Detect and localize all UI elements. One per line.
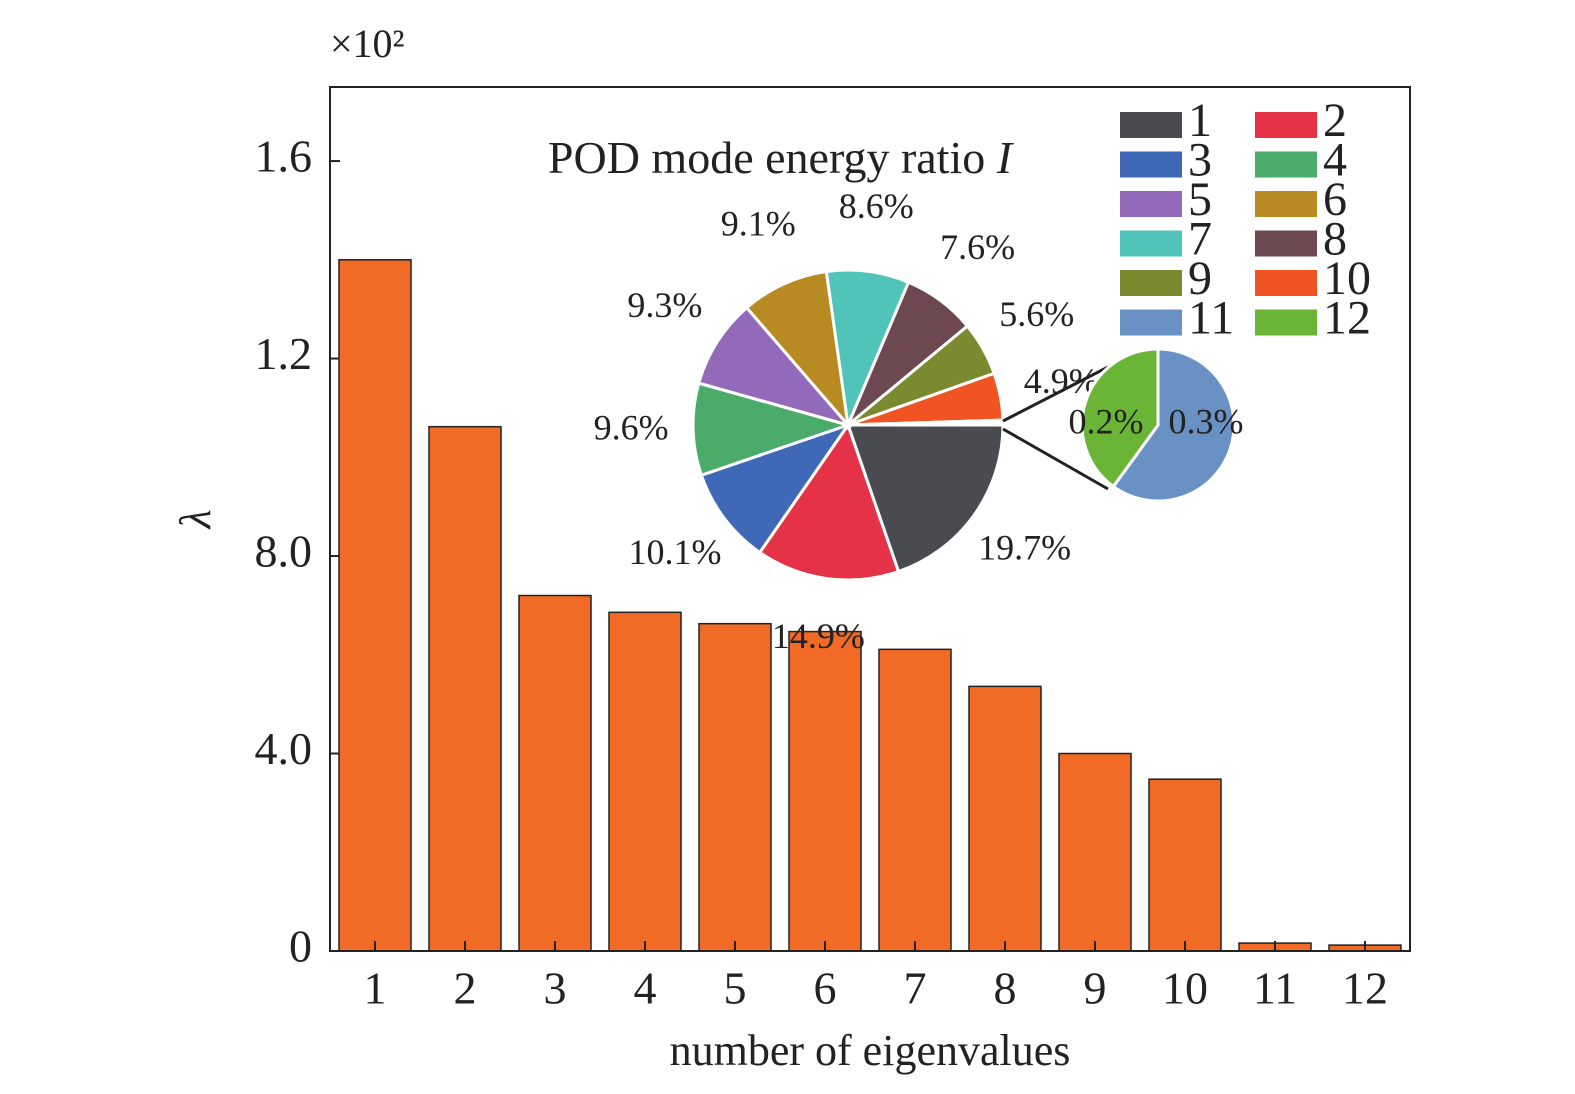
pie-label: 9.6% <box>594 407 669 447</box>
pie-slice <box>847 421 1005 427</box>
pie-label: 5.6% <box>999 294 1074 334</box>
bar <box>338 259 412 952</box>
y-axis-title: λ <box>171 509 220 530</box>
y-tick-label: 0 <box>289 921 312 972</box>
x-tick-label: 7 <box>904 963 927 1014</box>
y-tick-label: 8.0 <box>255 526 313 577</box>
x-tick-label: 3 <box>544 963 567 1014</box>
bar <box>1148 778 1222 952</box>
x-tick-label: 8 <box>994 963 1017 1014</box>
x-tick-label: 11 <box>1253 963 1297 1014</box>
bar <box>878 648 952 952</box>
legend-label: 4 <box>1323 134 1347 187</box>
x-tick-label: 5 <box>724 963 747 1014</box>
pie-label: 7.6% <box>940 227 1015 267</box>
x-tick-label: 12 <box>1342 963 1388 1014</box>
connector <box>1002 427 1109 491</box>
pie-label: 9.3% <box>627 285 702 325</box>
legend-label: 12 <box>1323 292 1371 345</box>
bar <box>788 630 862 952</box>
pie-slice <box>696 305 853 428</box>
y-tick-label: 1.6 <box>255 131 313 182</box>
plot-frame <box>329 86 1411 952</box>
pie-label: 4.9% <box>1024 361 1099 401</box>
x-tick-label: 4 <box>634 963 657 1014</box>
pie-slice <box>757 421 901 582</box>
legend-swatch <box>1255 230 1317 257</box>
bar <box>518 594 592 952</box>
pie-slice <box>1111 347 1236 503</box>
pie-label: 10.1% <box>628 532 721 572</box>
axis-multiplier: ×10² <box>330 21 405 66</box>
legend-swatch <box>1120 270 1182 296</box>
legend-label: 8 <box>1323 213 1347 266</box>
legend-label: 7 <box>1188 213 1212 266</box>
x-tick-label: 1 <box>364 963 387 1014</box>
pie-label: 0.3% <box>1169 401 1244 441</box>
legend-label: 5 <box>1188 173 1212 226</box>
x-tick-label: 10 <box>1162 963 1208 1014</box>
x-tick-label: 9 <box>1084 963 1107 1014</box>
y-tick-label: 4.0 <box>255 723 313 774</box>
pie-slice <box>824 268 911 431</box>
pie-slice <box>691 381 854 478</box>
legend-label: 10 <box>1323 252 1371 305</box>
legend-label: 1 <box>1188 94 1212 147</box>
x-axis-title: number of eigenvalues <box>670 1026 1071 1075</box>
x-tick-label: 2 <box>454 963 477 1014</box>
x-tick-label: 6 <box>814 963 837 1014</box>
pie-slice <box>699 422 852 555</box>
legend-swatch <box>1255 151 1317 178</box>
legend-swatch <box>1255 191 1317 217</box>
pie-title-symbol: I <box>996 132 1015 183</box>
legend-label: 9 <box>1188 252 1212 305</box>
pie-title: POD mode energy ratio I <box>548 132 1015 183</box>
bar <box>1058 752 1132 952</box>
pie-label: 14.9% <box>772 616 865 656</box>
legend-swatch <box>1120 191 1182 217</box>
legend-label: 6 <box>1323 173 1347 226</box>
pie-slice <box>1080 347 1160 489</box>
pie-slice <box>744 269 851 430</box>
pie-label: 8.6% <box>839 186 914 226</box>
legend-swatch <box>1120 151 1182 178</box>
connector <box>1002 365 1109 423</box>
pie-label: 0.2% <box>1069 401 1144 441</box>
legend-swatch <box>1120 230 1182 257</box>
legend-swatch <box>1120 112 1182 138</box>
bar <box>968 685 1042 952</box>
legend-label: 2 <box>1323 94 1347 147</box>
bar <box>698 622 772 952</box>
legend-label: 11 <box>1188 292 1234 345</box>
bar <box>608 611 682 952</box>
legend-swatch <box>1255 309 1317 336</box>
pie-title-text: POD mode energy ratio <box>548 132 985 183</box>
pie-label: 9.1% <box>721 204 796 244</box>
legend-swatch <box>1255 270 1317 296</box>
pie-label: 19.7% <box>978 527 1071 567</box>
legend-swatch <box>1120 309 1182 336</box>
y-tick-label: 1.2 <box>255 328 313 379</box>
legend-swatch <box>1255 112 1317 138</box>
bar <box>428 425 502 952</box>
legend-label: 3 <box>1188 134 1212 187</box>
